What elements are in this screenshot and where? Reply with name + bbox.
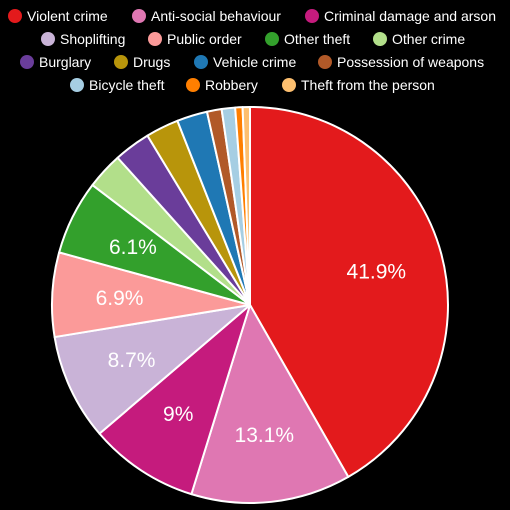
legend-item-drugs: Drugs (114, 54, 170, 70)
legend-label: Shoplifting (60, 31, 125, 47)
legend-label: Possession of weapons (337, 54, 484, 70)
slice-label-criminal-damage-and-arson: 9% (163, 403, 193, 426)
slice-shoplifting (53, 304, 251, 435)
legend-item-shoplifting: Shoplifting (41, 31, 125, 47)
legend-label: Other crime (392, 31, 465, 47)
legend-item-other-crime: Other crime (373, 31, 465, 47)
slice-label-violent-crime: 41.9% (347, 260, 407, 283)
legend-item-violent-crime: Violent crime (8, 8, 108, 24)
legend-label: Other theft (284, 31, 350, 47)
legend-swatch (8, 9, 22, 23)
legend-item-vehicle-crime: Vehicle crime (194, 54, 296, 70)
legend-swatch (318, 55, 332, 69)
legend-item-possession-of-weapons: Possession of weapons (318, 54, 484, 70)
legend-swatch (373, 32, 387, 46)
legend-label: Drugs (133, 54, 170, 70)
legend-item-burglary: Burglary (20, 54, 91, 70)
legend-item-anti-social-behaviour: Anti-social behaviour (132, 8, 281, 24)
legend-swatch (70, 78, 84, 92)
slice-label-shoplifting: 8.7% (108, 349, 156, 372)
legend: Violent crime Anti-social behaviour Crimin… (8, 8, 496, 93)
legend-item-theft-from-the-person: Theft from the person (282, 77, 435, 93)
slice-theft-from-the-person (241, 106, 251, 306)
slice-anti-social-behaviour (190, 304, 350, 504)
legend-label: Anti-social behaviour (151, 8, 281, 24)
legend-label: Vehicle crime (213, 54, 296, 70)
legend-item-robbery: Robbery (186, 77, 258, 93)
legend-label: Bicycle theft (89, 77, 165, 93)
legend-label: Theft from the person (301, 77, 435, 93)
slice-labels: 41.9% 13.1% 9% 8.7% 6.9% 6.1% (96, 236, 407, 447)
legend-swatch (132, 9, 146, 23)
slice-label-public-order: 6.9% (96, 287, 144, 310)
slice-label-anti-social-behaviour: 13.1% (235, 424, 295, 447)
legend-item-criminal-damage-and-arson: Criminal damage and arson (305, 8, 496, 24)
legend-label: Robbery (205, 77, 258, 93)
pie-slices (51, 106, 449, 504)
slice-label-other-theft: 6.1% (109, 236, 157, 259)
legend-swatch (114, 55, 128, 69)
legend-swatch (186, 78, 200, 92)
legend-item-public-order: Public order (148, 31, 242, 47)
legend-swatch (265, 32, 279, 46)
legend-item-bicycle-theft: Bicycle theft (70, 77, 165, 93)
legend-swatch (305, 9, 319, 23)
legend-swatch (194, 55, 208, 69)
legend-label: Criminal damage and arson (324, 8, 496, 24)
legend-label: Violent crime (27, 8, 108, 24)
legend-label: Burglary (39, 54, 91, 70)
slice-violent-crime (249, 106, 449, 478)
slice-criminal-damage-and-arson (98, 304, 251, 496)
legend-item-other-theft: Other theft (265, 31, 350, 47)
legend-swatch (20, 55, 34, 69)
legend-swatch (41, 32, 55, 46)
legend-label: Public order (167, 31, 242, 47)
legend-swatch (148, 32, 162, 46)
legend-swatch (282, 78, 296, 92)
